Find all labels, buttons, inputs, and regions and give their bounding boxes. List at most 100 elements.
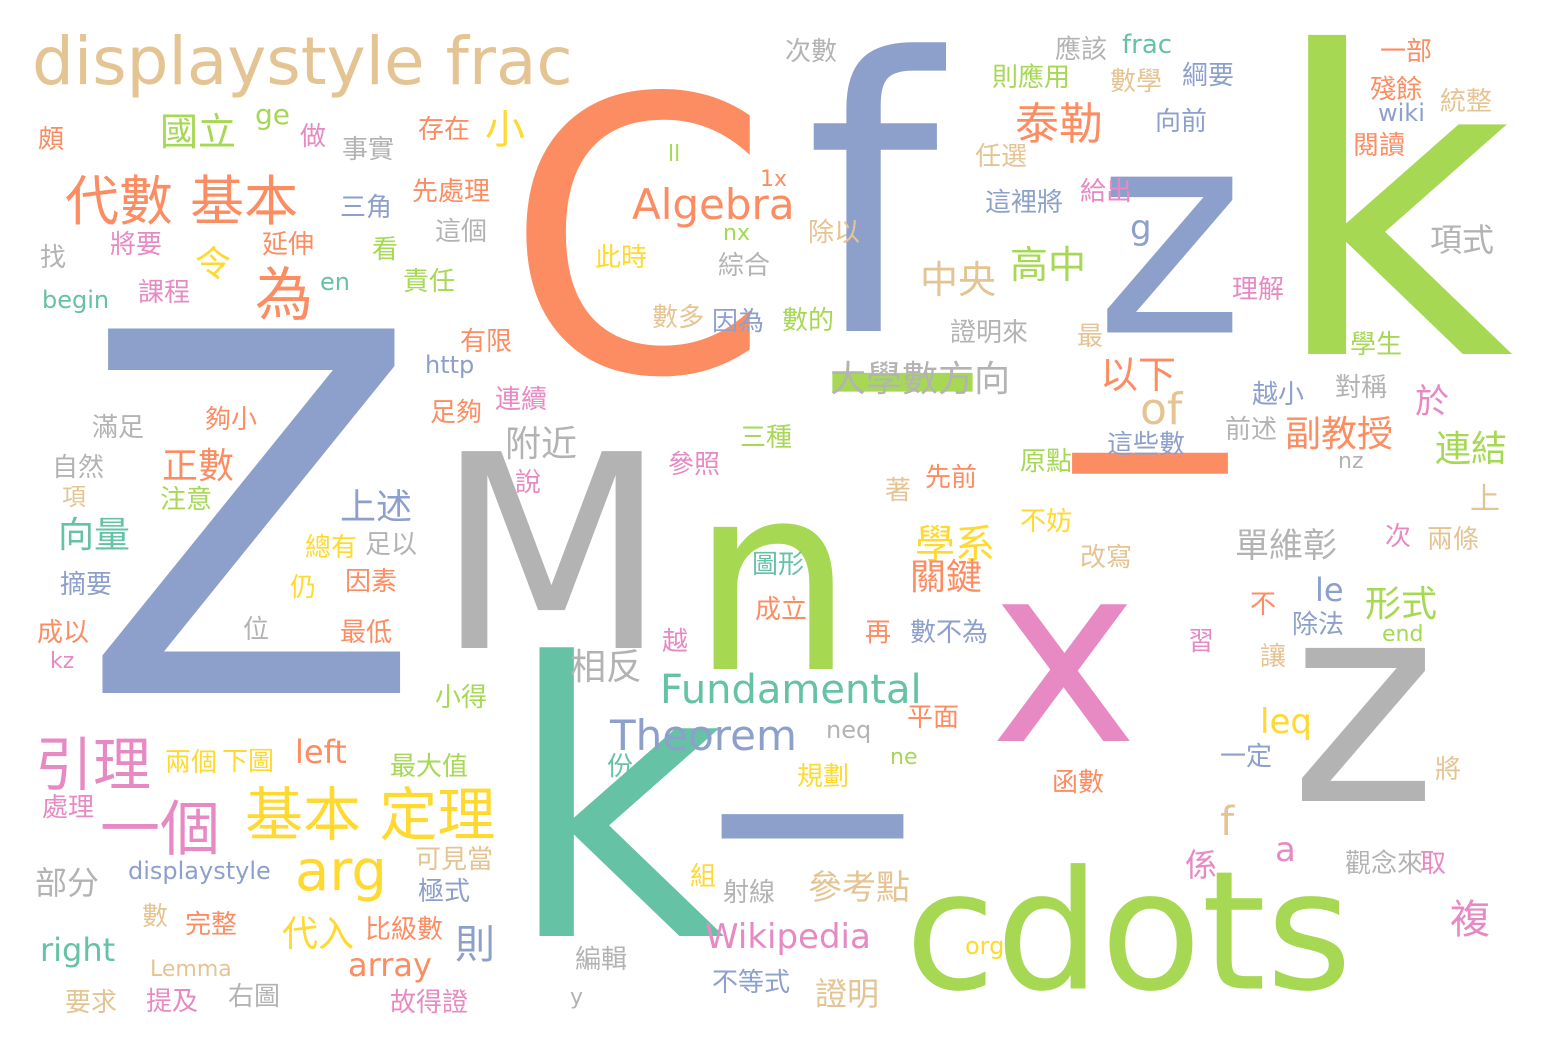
- cloud-word: right: [40, 931, 116, 969]
- cloud-word: 三角: [340, 193, 393, 223]
- cloud-word: 越: [662, 627, 689, 657]
- cloud-word: 單維彰: [1235, 526, 1337, 566]
- cloud-word: 事實: [342, 135, 395, 165]
- cloud-word: C: [505, 18, 771, 461]
- cloud-word: _: [1075, 125, 1225, 474]
- cloud-word: 參考點: [808, 868, 910, 908]
- cloud-word: 有限: [460, 327, 513, 357]
- cloud-word: z: [1290, 542, 1437, 868]
- cloud-word: 則應用: [992, 63, 1071, 93]
- cloud-word: 代數 基本: [65, 170, 299, 233]
- cloud-word: 理解: [1232, 275, 1285, 305]
- cloud-word: 三種: [740, 423, 793, 453]
- cloud-word: 越小: [1252, 380, 1305, 410]
- cloud-word: k: [505, 583, 726, 1026]
- cloud-word: 夠小: [205, 405, 258, 435]
- cloud-word: 足夠: [430, 398, 483, 428]
- cloud-word: 大學數方向: [830, 359, 1011, 400]
- cloud-word: 一定: [1220, 742, 1273, 772]
- cloud-word: z: [1095, 68, 1245, 401]
- cloud-word: 延伸: [262, 230, 315, 260]
- cloud-word: kz: [50, 649, 75, 674]
- cloud-word: 要求: [65, 988, 118, 1018]
- cloud-word: 提及: [146, 987, 199, 1017]
- cloud-word: 處理: [42, 793, 95, 823]
- cloud-word: org: [965, 932, 1005, 960]
- cloud-word: en: [320, 268, 350, 296]
- cloud-word: 除法: [1292, 610, 1345, 640]
- cloud-word: 責任: [403, 267, 456, 297]
- cloud-word: 數的: [782, 306, 835, 336]
- cloud-word: 應該: [1055, 35, 1108, 65]
- cloud-word: neq: [826, 716, 872, 744]
- cloud-word: 不: [1250, 590, 1277, 620]
- cloud-word: leq: [1260, 702, 1312, 742]
- cloud-word: _: [835, 77, 970, 392]
- cloud-word: 對稱: [1335, 373, 1388, 403]
- cloud-word: 上述: [340, 487, 413, 528]
- cloud-word: ll: [668, 142, 681, 167]
- cloud-word: 任選: [975, 142, 1028, 172]
- cloud-word: 成立: [755, 595, 808, 625]
- cloud-word: 則: [455, 922, 495, 968]
- cloud-word: 部分: [35, 864, 100, 902]
- cloud-word: 參照: [668, 450, 721, 480]
- cloud-word: 一部: [1380, 37, 1433, 67]
- cloud-word: 連續: [495, 385, 548, 415]
- cloud-word: 此時: [595, 243, 648, 273]
- cloud-word: ge: [255, 98, 290, 131]
- cloud-word: 基本 定理: [245, 781, 496, 849]
- cloud-word: 規劃: [797, 762, 850, 792]
- cloud-word: x: [990, 509, 1138, 800]
- cloud-word: 滿足: [92, 413, 145, 443]
- cloud-word: Algebra: [632, 180, 795, 229]
- cloud-word: 形式: [1365, 584, 1438, 625]
- cloud-word: 射線: [723, 878, 776, 908]
- cloud-word: of: [1140, 384, 1183, 435]
- cloud-word: 原點: [1020, 447, 1073, 477]
- cloud-word: 數學: [1110, 67, 1163, 97]
- cloud-word: 次數: [785, 37, 838, 67]
- cloud-word: 做: [300, 122, 327, 152]
- cloud-word: 課程: [138, 278, 191, 308]
- cloud-word: frac: [1122, 30, 1173, 60]
- cloud-word: 給出: [1080, 177, 1133, 207]
- cloud-word: 複: [1450, 897, 1490, 943]
- cloud-word: 統整: [1440, 87, 1493, 117]
- cloud-word: 不等式: [712, 968, 791, 998]
- cloud-word: 數多: [652, 303, 705, 333]
- cloud-word: a: [1275, 830, 1296, 870]
- cloud-word: 自然: [52, 453, 105, 483]
- cloud-word: left: [295, 733, 347, 771]
- cloud-word: 綱要: [1182, 61, 1235, 91]
- cloud-word: 1x: [760, 167, 788, 192]
- cloud-word: Z: [80, 229, 423, 811]
- cloud-word: 將要: [110, 230, 163, 260]
- cloud-word: 中央: [920, 258, 997, 302]
- cloud-word: 兩條: [1427, 525, 1480, 555]
- cloud-word: 高中: [1010, 243, 1087, 287]
- cloud-word: 以下: [1100, 353, 1177, 397]
- cloud-word: 學生: [1350, 330, 1403, 360]
- cloud-word: f: [805, 0, 939, 421]
- cloud-word: 這裡將: [985, 188, 1064, 218]
- cloud-word: f: [1220, 799, 1235, 845]
- cloud-word: 向量: [58, 515, 131, 556]
- cloud-word: 於: [1415, 382, 1449, 422]
- cloud-word: 將: [1435, 755, 1462, 785]
- cloud-word: 份: [607, 752, 634, 782]
- cloud-word: 因為: [712, 307, 765, 337]
- cloud-word: n: [690, 429, 855, 731]
- cloud-word: 函數: [1052, 768, 1105, 798]
- cloud-word: 成以: [37, 618, 90, 648]
- cloud-word: cdots: [905, 835, 1353, 1028]
- cloud-word: 先前: [925, 463, 978, 493]
- cloud-word: 引理: [35, 731, 152, 799]
- cloud-word: 副教授: [1285, 414, 1394, 455]
- cloud-word: 向前: [1155, 107, 1208, 137]
- cloud-word: 關鍵: [910, 557, 983, 598]
- cloud-word: 正數: [162, 446, 235, 487]
- cloud-word: 改寫: [1080, 543, 1133, 573]
- cloud-word: 連結: [1435, 429, 1508, 470]
- cloud-word: 項: [62, 483, 86, 511]
